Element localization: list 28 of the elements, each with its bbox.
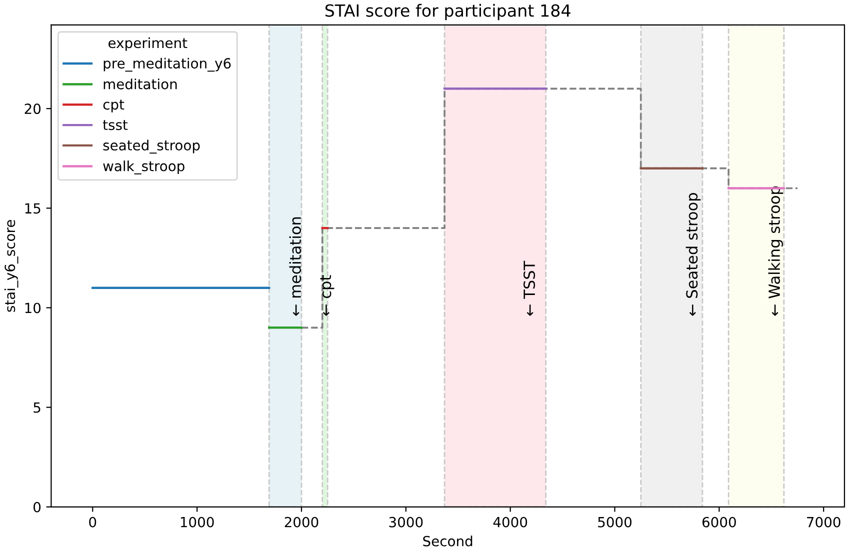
- chart-title: STAI score for participant 184: [325, 4, 570, 20]
- x-tick-label: 5000: [598, 516, 632, 528]
- band-label: ← TSST: [524, 260, 536, 316]
- y-tick-label: 0: [34, 502, 41, 512]
- band-label: ← cpt: [320, 275, 334, 316]
- legend-label: cpt: [103, 100, 124, 112]
- x-tick-label: 0: [89, 516, 96, 528]
- y-tick-label: 10: [25, 302, 41, 314]
- legend-label: meditation: [104, 78, 177, 90]
- x-tick-label: 6000: [702, 516, 736, 528]
- legend-title: experiment: [108, 37, 188, 51]
- legend-label: tsst: [102, 120, 128, 130]
- y-tick-label: 5: [34, 402, 40, 413]
- band-label: ← Walking stroop: [768, 186, 783, 316]
- x-tick-label: 1000: [180, 516, 214, 528]
- y-tick-label: 20: [24, 104, 41, 114]
- x-tick-label: 3000: [389, 516, 423, 528]
- band-label: ← Seated stroop: [686, 193, 701, 316]
- legend-label: pre_meditation_y6: [104, 58, 231, 72]
- x-axis-title: Second: [423, 536, 472, 546]
- y-tick-label: 15: [25, 203, 40, 214]
- y-axis-title: stai_y6_score: [4, 220, 18, 312]
- x-tick-label: 7000: [807, 516, 840, 528]
- x-tick-label: 4000: [493, 516, 528, 528]
- band-label: ← meditation: [289, 217, 302, 316]
- x-tick-label: 2000: [284, 516, 318, 528]
- legend-label: walk_stroop: [103, 160, 184, 174]
- legend-label: seated_stroop: [103, 140, 200, 154]
